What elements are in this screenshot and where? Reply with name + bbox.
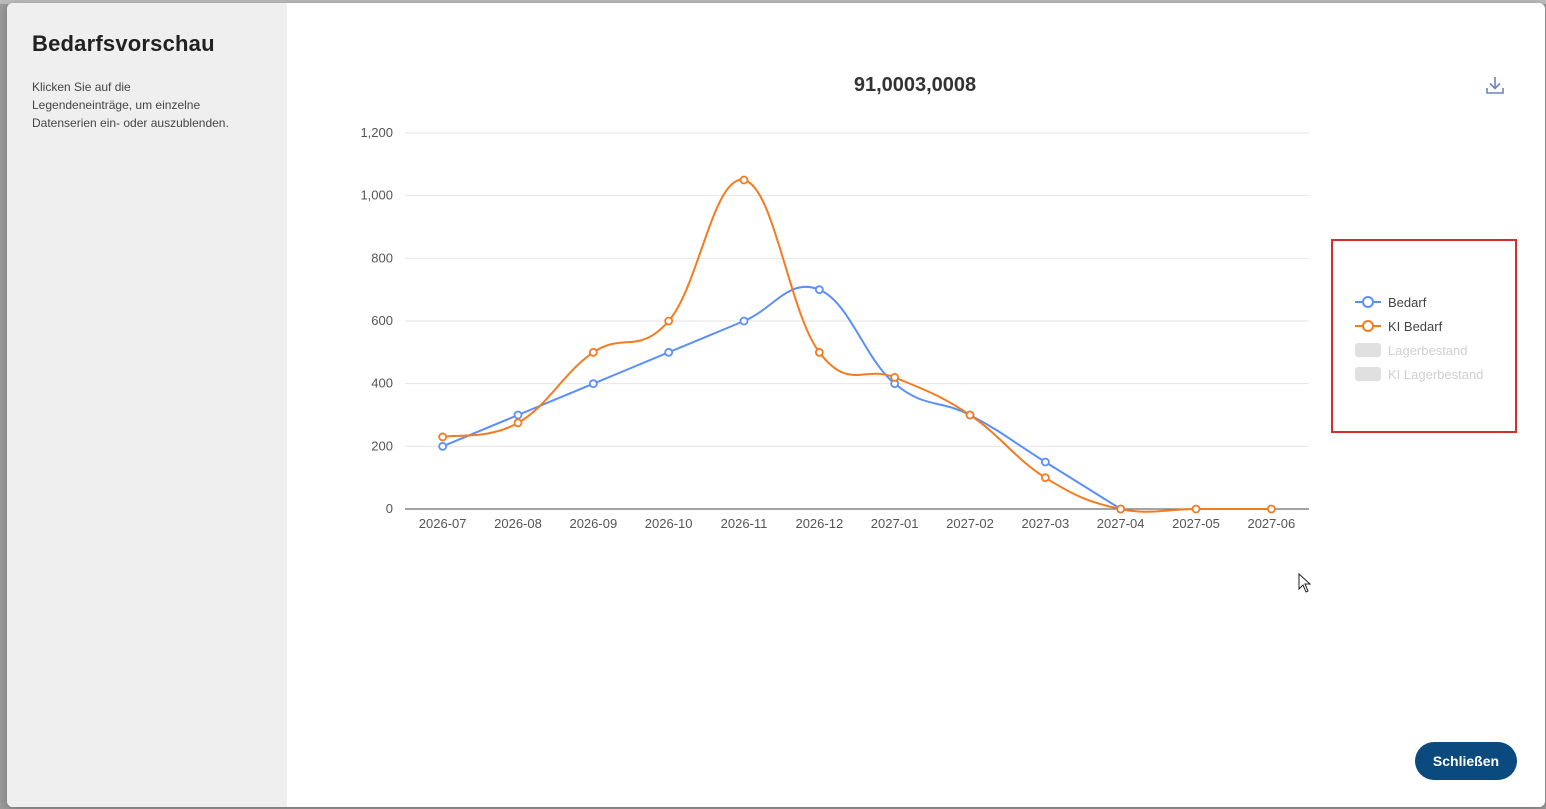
legend-label: KI Lagerbestand — [1388, 366, 1484, 382]
y-tick-label: 800 — [371, 250, 393, 265]
y-tick-label: 400 — [371, 376, 393, 391]
data-point[interactable] — [1191, 504, 1201, 514]
series-line-ki-bedarf — [442, 178, 1272, 513]
line-circle-icon — [1355, 320, 1381, 332]
x-tick-label: 2026-07 — [419, 516, 467, 531]
series-line-bedarf — [442, 285, 1122, 510]
chart-area: 91,0003,0008 0 200 400 600 800 1,000 1,200 202… — [287, 3, 1545, 807]
x-axis: 2026-07 2026-08 2026-09 2026-10 2026-11 2026-… — [419, 516, 1295, 531]
line-chart: 91,0003,0008 0 200 400 600 800 1,000 1,200 202… — [360, 74, 1309, 531]
legend-label: Lagerbestand — [1388, 342, 1468, 358]
data-point[interactable] — [1116, 504, 1126, 514]
data-point[interactable] — [513, 410, 523, 420]
close-button[interactable]: Schließen — [1415, 742, 1517, 780]
data-point[interactable] — [739, 316, 749, 326]
dialog-sidebar: Bedarfsvorschau Klicken Sie auf die Lege… — [7, 3, 287, 807]
data-point[interactable] — [588, 379, 598, 389]
download-icon[interactable] — [1483, 73, 1507, 97]
data-point[interactable] — [890, 372, 900, 382]
data-point[interactable] — [664, 316, 674, 326]
legend-item-bedarf[interactable]: Bedarf — [1355, 290, 1483, 314]
data-point[interactable] — [513, 418, 523, 428]
chart-grid — [405, 132, 1309, 510]
x-tick-label: 2027-02 — [946, 516, 994, 531]
data-point[interactable] — [1040, 473, 1050, 483]
x-tick-label: 2026-08 — [494, 516, 542, 531]
disabled-series-icon — [1355, 367, 1381, 381]
y-tick-label: 1,200 — [360, 125, 393, 140]
y-tick-label: 1,000 — [360, 188, 393, 203]
legend-item-ki-bedarf[interactable]: KI Bedarf — [1355, 314, 1483, 338]
legend-item-lagerbestand[interactable]: Lagerbestand — [1355, 338, 1483, 362]
backdrop-table-header — [0, 0, 1546, 4]
chart-points — [438, 175, 1276, 514]
data-point[interactable] — [814, 347, 824, 357]
data-point[interactable] — [588, 347, 598, 357]
x-tick-label: 2027-04 — [1097, 516, 1145, 531]
y-axis: 0 200 400 600 800 1,000 1,200 — [360, 125, 393, 516]
x-tick-label: 2026-12 — [795, 516, 843, 531]
legend-label: KI Bedarf — [1388, 318, 1443, 334]
x-tick-label: 2026-11 — [721, 516, 768, 531]
line-circle-icon — [1355, 296, 1381, 308]
data-point[interactable] — [1266, 504, 1276, 514]
disabled-series-icon — [1355, 343, 1381, 357]
legend-label: Bedarf — [1388, 294, 1427, 310]
data-point[interactable] — [438, 441, 448, 451]
chart-series — [442, 178, 1272, 513]
legend-item-ki-lagerbestand[interactable]: KI Lagerbestand — [1355, 362, 1483, 386]
data-point[interactable] — [1040, 457, 1050, 467]
data-point[interactable] — [664, 347, 674, 357]
y-tick-label: 200 — [371, 438, 393, 453]
x-tick-label: 2026-09 — [569, 516, 617, 531]
data-point[interactable] — [438, 432, 448, 442]
x-tick-label: 2027-05 — [1172, 516, 1220, 531]
x-tick-label: 2027-01 — [871, 516, 919, 531]
chart-title: 91,0003,0008 — [854, 74, 976, 96]
data-point[interactable] — [814, 285, 824, 295]
chart-legend: Bedarf KI Bedarf Lagerbestand KI Lagerbe… — [1355, 290, 1483, 386]
y-tick-label: 600 — [371, 313, 393, 328]
y-tick-label: 0 — [386, 501, 393, 516]
x-tick-label: 2027-06 — [1247, 516, 1295, 531]
demand-preview-dialog: Bedarfsvorschau Klicken Sie auf die Lege… — [7, 3, 1545, 807]
data-point[interactable] — [965, 410, 975, 420]
data-point[interactable] — [739, 175, 749, 185]
dialog-title: Bedarfsvorschau — [32, 31, 215, 56]
x-tick-label: 2027-03 — [1021, 516, 1069, 531]
legend-hint-text: Klicken Sie auf die Legendeneinträge, um… — [32, 80, 229, 130]
mouse-cursor-icon — [1298, 573, 1312, 593]
x-tick-label: 2026-10 — [645, 516, 693, 531]
